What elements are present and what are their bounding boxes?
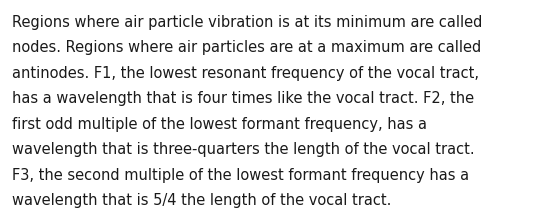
Text: nodes. Regions where air particles are at a maximum are called: nodes. Regions where air particles are a…: [12, 40, 482, 55]
Text: F3, the second multiple of the lowest formant frequency has a: F3, the second multiple of the lowest fo…: [12, 168, 469, 183]
Text: Regions where air particle vibration is at its minimum are called: Regions where air particle vibration is …: [12, 15, 483, 30]
Text: first odd multiple of the lowest formant frequency, has a: first odd multiple of the lowest formant…: [12, 117, 427, 132]
Text: antinodes. F1, the lowest resonant frequency of the vocal tract,: antinodes. F1, the lowest resonant frequ…: [12, 66, 479, 81]
Text: has a wavelength that is four times like the vocal tract. F2, the: has a wavelength that is four times like…: [12, 91, 474, 106]
Text: wavelength that is 5/4 the length of the vocal tract.: wavelength that is 5/4 the length of the…: [12, 193, 392, 208]
Text: wavelength that is three-quarters the length of the vocal tract.: wavelength that is three-quarters the le…: [12, 142, 475, 157]
